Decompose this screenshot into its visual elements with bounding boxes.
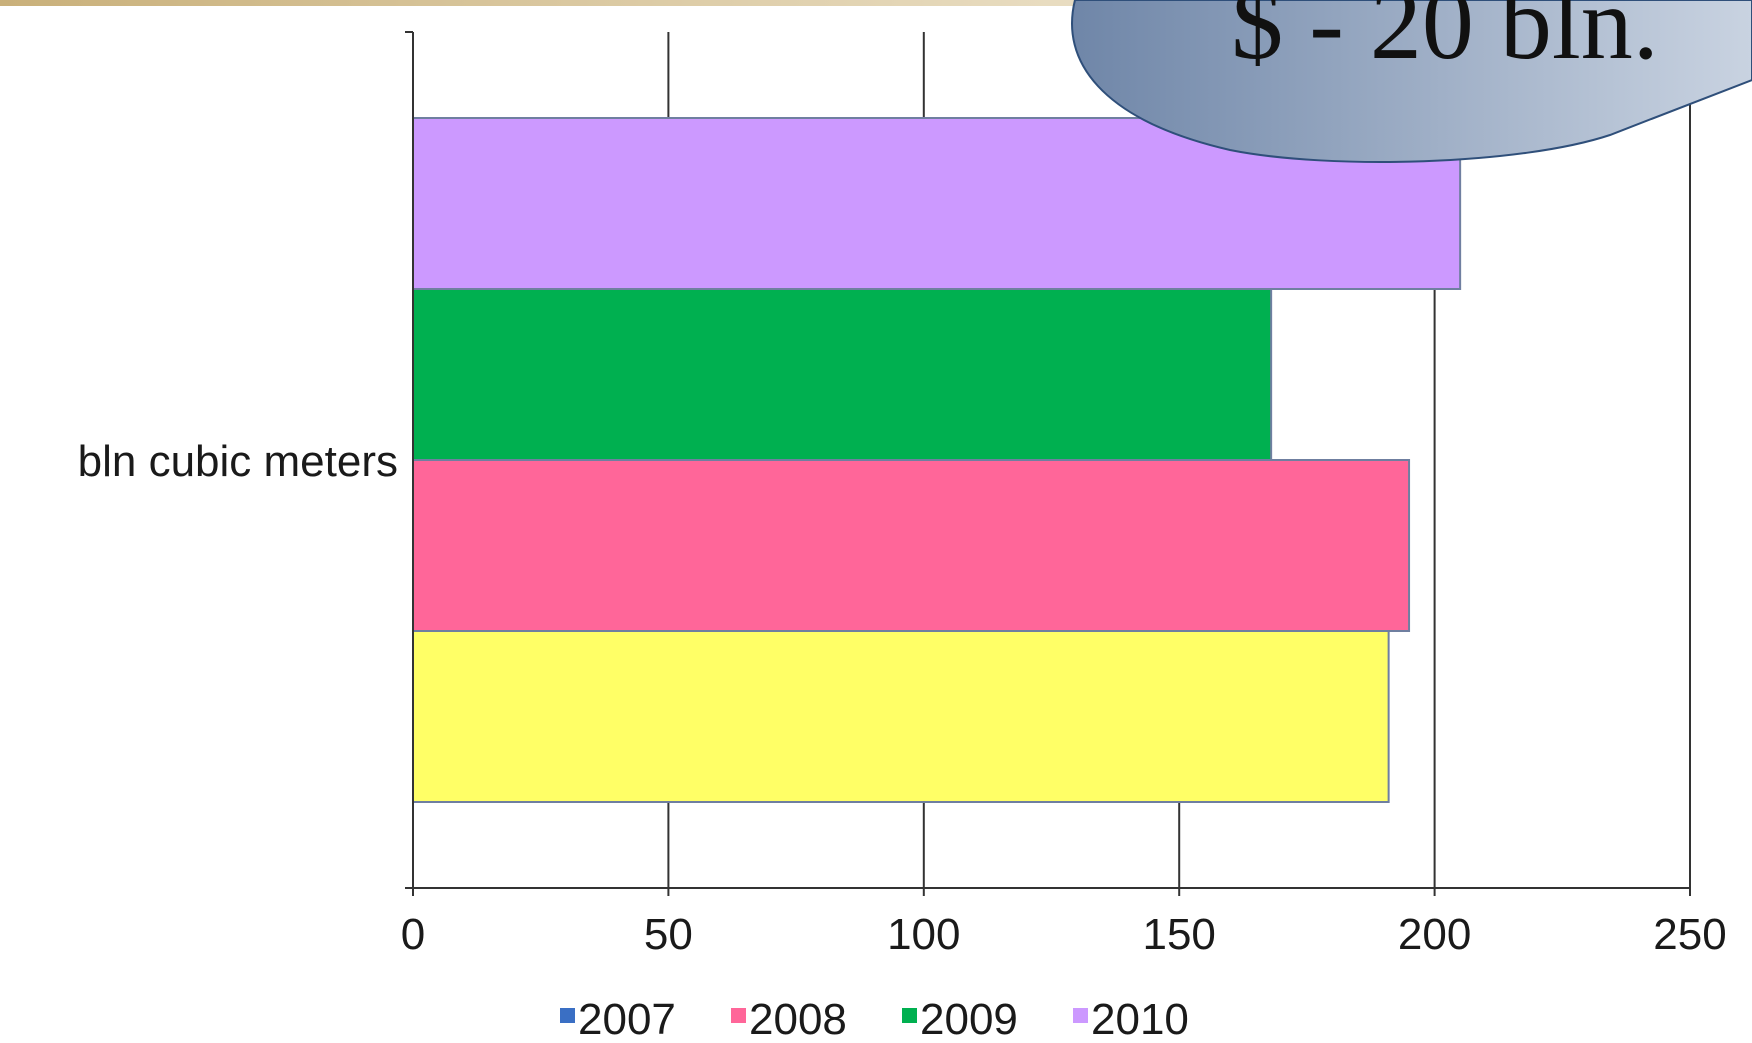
legend: 2007 2008 2009 2010: [560, 995, 1189, 1043]
x-tick-labels: 0 50 100 150 200 250: [401, 910, 1727, 959]
x-tick-label: 50: [644, 910, 693, 959]
legend-label-2008: 2008: [749, 995, 847, 1043]
category-label: bln cubic meters: [78, 437, 398, 486]
x-tick-label: 150: [1142, 910, 1215, 959]
slide-top-border: [0, 0, 1752, 6]
x-tick-label: 250: [1653, 910, 1726, 959]
legend-swatch-2009: [902, 1008, 917, 1023]
legend-swatch-2007: [560, 1008, 575, 1023]
axes: [405, 31, 1691, 896]
x-tick-label: 0: [401, 910, 425, 959]
x-tick-label: 100: [887, 910, 960, 959]
callout-shape: $ - 20 bln.: [1071, 0, 1752, 163]
legend-label-2010: 2010: [1091, 995, 1189, 1043]
x-tick-label: 200: [1398, 910, 1471, 959]
legend-label-2009: 2009: [920, 995, 1018, 1043]
legend-swatch-2008: [731, 1008, 746, 1023]
bar-2008: [412, 459, 1411, 632]
callout-bubble: [1071, 0, 1752, 163]
callout-text: $ - 20 bln.: [1231, 0, 1659, 81]
legend-swatch-2010: [1073, 1008, 1088, 1023]
bars: [412, 117, 1462, 803]
bar-2009: [412, 288, 1273, 461]
legend-label-2007: 2007: [578, 995, 676, 1043]
bar-2007: [412, 630, 1390, 803]
